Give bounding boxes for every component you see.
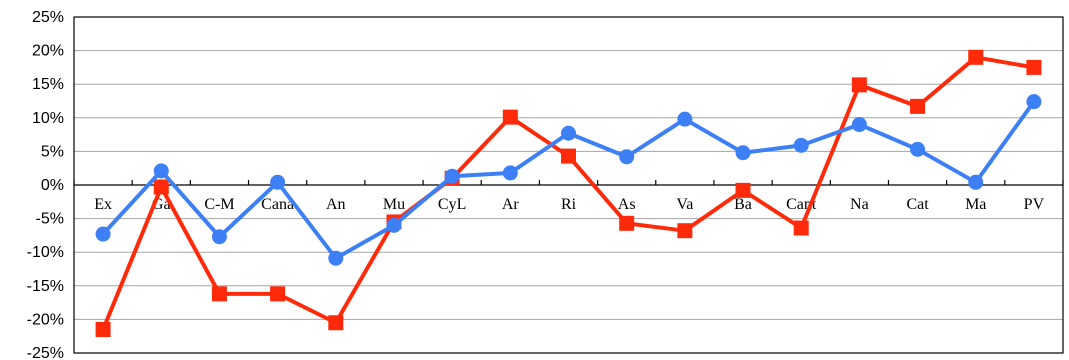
y-tick-label: 5% [41, 143, 64, 160]
series-2-point [561, 148, 576, 164]
series-2-point [793, 220, 809, 236]
series-2-point [211, 286, 227, 302]
x-tick-label: Ar [502, 196, 520, 213]
series-1-point [444, 168, 460, 184]
series-1-point [793, 137, 809, 153]
series-1-point [735, 145, 751, 161]
y-tick-label: -15% [27, 278, 64, 295]
series-2-point [910, 98, 926, 114]
axes [73, 16, 1064, 354]
series-1-point [386, 217, 402, 233]
series-2-point [1026, 59, 1042, 75]
series-1-point [211, 229, 227, 245]
y-tick-label: -25% [27, 345, 64, 360]
x-tick-label: As [618, 196, 636, 213]
x-tick-label: Ba [734, 196, 752, 213]
series-2-point [502, 109, 518, 125]
x-tick-label: Mu [383, 196, 405, 213]
y-tick-label: -10% [27, 244, 64, 261]
series-1-point [910, 141, 926, 157]
x-tick-label: Ma [965, 196, 986, 213]
x-tick-label: C-M [204, 196, 234, 213]
series-2-point [270, 286, 286, 302]
series-2-point [735, 182, 751, 198]
series-1-point [1026, 94, 1042, 110]
series-2 [95, 49, 1042, 337]
y-tick-label: 10% [32, 110, 64, 127]
x-axis-tick-labels: Ex Ga C-M Cana An Mu CyL Ar Ri As Va Ba Cant Na Cat Ma P… [94, 196, 1044, 213]
series-1-point [851, 117, 867, 133]
series-2-point [153, 179, 169, 195]
y-tick-label: 0% [41, 177, 64, 194]
series-2-point [968, 49, 984, 65]
series-1-point [328, 250, 344, 266]
series-1-line [101, 99, 1036, 261]
series-2-point [851, 77, 867, 93]
x-tick-label: An [326, 196, 346, 213]
series-1-point [270, 174, 286, 190]
x-tick-label: PV [1024, 196, 1045, 213]
series-2-point [328, 315, 344, 331]
series-1-point [968, 174, 984, 190]
x-tick-label: Cana [261, 196, 294, 213]
series-2-point [95, 321, 111, 337]
series-1-point [153, 163, 169, 179]
series-1-point [677, 111, 693, 127]
y-axis-tick-labels: -25% -20% -15% -10% -5% 0% 5% 10% 15% 20% 25% [27, 9, 64, 360]
x-tick-label: Ex [94, 196, 112, 213]
y-tick-label: 15% [32, 76, 64, 93]
y-tick-label: -20% [27, 311, 64, 328]
x-tick-label: Ri [561, 196, 577, 213]
x-tick-label: Na [850, 196, 869, 213]
series-2-point [677, 223, 693, 239]
y-tick-label: -5% [36, 211, 64, 228]
series-2-point [619, 215, 635, 231]
series-1-point [561, 125, 576, 141]
x-tick-label: Va [676, 196, 693, 213]
series-1-point [619, 149, 635, 165]
series-1-point [95, 226, 111, 242]
x-tick-label: Cat [906, 196, 929, 213]
series-2-line [101, 55, 1036, 332]
series-1-point [502, 165, 518, 181]
y-tick-label: 20% [32, 43, 64, 60]
x-tick-label: CyL [438, 196, 466, 213]
y-tick-label: 25% [32, 9, 64, 26]
series-1 [95, 94, 1042, 266]
data-series [95, 49, 1042, 337]
